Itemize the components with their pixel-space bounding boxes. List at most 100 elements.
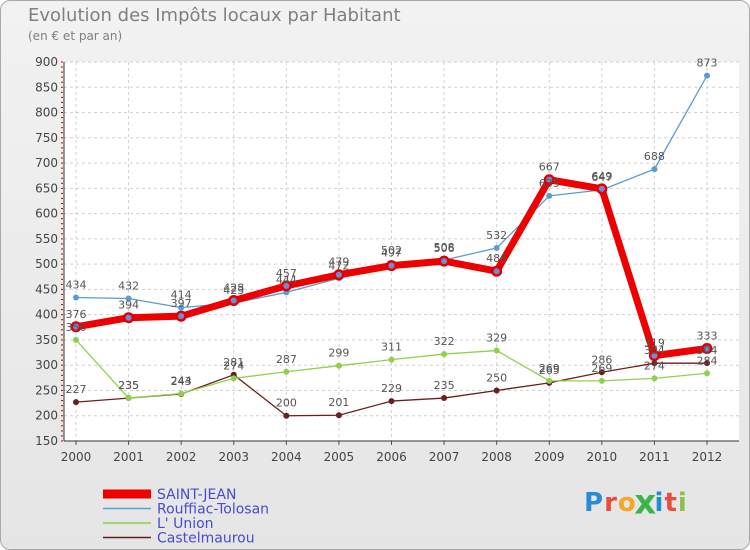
data-label: 873 xyxy=(697,57,718,70)
y-minor-tick xyxy=(61,309,63,311)
x-tick-label: 2009 xyxy=(534,450,565,464)
y-tick-label: 450 xyxy=(35,282,58,296)
data-label: 243 xyxy=(171,375,192,388)
y-minor-tick xyxy=(61,192,63,194)
y-minor-tick xyxy=(61,101,63,103)
y-tick-label: 800 xyxy=(35,106,58,120)
y-minor-tick xyxy=(61,127,63,129)
y-minor-tick xyxy=(61,142,63,144)
data-label: 311 xyxy=(381,341,402,354)
y-minor-tick xyxy=(61,132,63,134)
data-point xyxy=(73,336,79,343)
y-minor-tick xyxy=(61,430,63,432)
data-label: 647 xyxy=(591,171,612,184)
data-point xyxy=(335,412,342,419)
y-minor-tick xyxy=(61,339,63,341)
y-tick-label: 900 xyxy=(35,55,58,69)
data-label: 502 xyxy=(381,244,402,257)
y-tick-label: 300 xyxy=(35,358,58,372)
y-minor-tick xyxy=(61,425,63,427)
data-label: 667 xyxy=(539,161,560,174)
legend-label: L' Union xyxy=(157,516,214,532)
y-tick-label: 150 xyxy=(35,434,58,448)
y-minor-tick xyxy=(61,374,63,376)
data-point xyxy=(651,166,658,173)
x-tick-label: 2004 xyxy=(271,450,302,464)
y-minor-tick xyxy=(61,182,63,184)
y-minor-tick xyxy=(61,329,63,331)
data-label: 486 xyxy=(486,252,507,265)
data-point xyxy=(704,360,710,367)
y-tick-label: 250 xyxy=(35,383,58,397)
y-tick-label: 550 xyxy=(35,232,58,246)
y-minor-tick xyxy=(61,248,63,250)
data-point-inner xyxy=(335,271,342,278)
data-label: 472 xyxy=(328,259,349,272)
y-minor-tick xyxy=(61,293,63,295)
data-point-inner xyxy=(283,282,290,289)
y-minor-tick xyxy=(61,228,63,230)
data-point xyxy=(598,377,605,384)
y-minor-tick xyxy=(61,319,63,321)
logo-letter: r xyxy=(604,488,618,518)
data-point-inner xyxy=(493,268,500,275)
y-minor-tick xyxy=(61,86,63,88)
data-label: 532 xyxy=(486,229,507,242)
chart-subtitle: (en € et par an) xyxy=(28,29,123,43)
data-point xyxy=(335,362,342,369)
data-point-inner xyxy=(125,314,132,321)
data-point xyxy=(73,399,79,406)
y-tick-label: 350 xyxy=(35,333,58,347)
y-minor-tick xyxy=(61,152,63,154)
y-minor-tick xyxy=(61,61,63,63)
data-label: 457 xyxy=(276,267,297,280)
y-minor-tick xyxy=(61,238,63,240)
data-point xyxy=(283,412,290,419)
data-point xyxy=(441,395,448,402)
y-minor-tick xyxy=(61,263,63,265)
data-point-inner xyxy=(441,258,448,265)
y-minor-tick xyxy=(61,389,63,391)
data-label: 244 xyxy=(171,374,192,387)
y-minor-tick xyxy=(61,91,63,93)
data-label: 284 xyxy=(697,354,718,367)
data-label: 508 xyxy=(434,241,455,254)
y-tick-label: 850 xyxy=(35,80,58,94)
y-minor-tick xyxy=(61,223,63,225)
y-minor-tick xyxy=(61,71,63,73)
data-label: 329 xyxy=(486,332,507,345)
data-point-inner xyxy=(178,313,185,320)
data-label: 333 xyxy=(697,330,718,343)
y-minor-tick xyxy=(61,258,63,260)
data-point xyxy=(388,398,395,405)
y-minor-tick xyxy=(61,187,63,189)
data-point xyxy=(651,360,658,367)
chart-title: Evolution des Impôts locaux par Habitant xyxy=(28,5,401,26)
data-label: 350 xyxy=(66,321,87,334)
y-minor-tick xyxy=(61,202,63,204)
data-label: 235 xyxy=(434,379,455,392)
y-minor-tick xyxy=(61,420,63,422)
y-minor-tick xyxy=(61,81,63,83)
legend-label: Castelmaurou xyxy=(157,531,255,547)
data-point xyxy=(73,294,79,301)
series-l-union xyxy=(73,336,710,402)
data-label: 397 xyxy=(171,297,192,310)
data-label: 319 xyxy=(644,337,665,350)
y-minor-tick xyxy=(61,354,63,356)
y-minor-tick xyxy=(61,122,63,124)
y-tick-label: 700 xyxy=(35,156,58,170)
y-minor-tick xyxy=(61,288,63,290)
y-tick-label: 500 xyxy=(35,257,58,271)
y-minor-tick xyxy=(61,137,63,139)
data-label: 497 xyxy=(381,247,402,260)
y-minor-tick xyxy=(61,314,63,316)
y-minor-tick xyxy=(61,359,63,361)
y-tick-label: 600 xyxy=(35,207,58,221)
data-label: 265 xyxy=(539,364,560,377)
y-tick-label: 200 xyxy=(35,409,58,423)
data-point-inner xyxy=(73,323,79,330)
y-minor-tick xyxy=(61,304,63,306)
y-minor-tick xyxy=(61,172,63,174)
